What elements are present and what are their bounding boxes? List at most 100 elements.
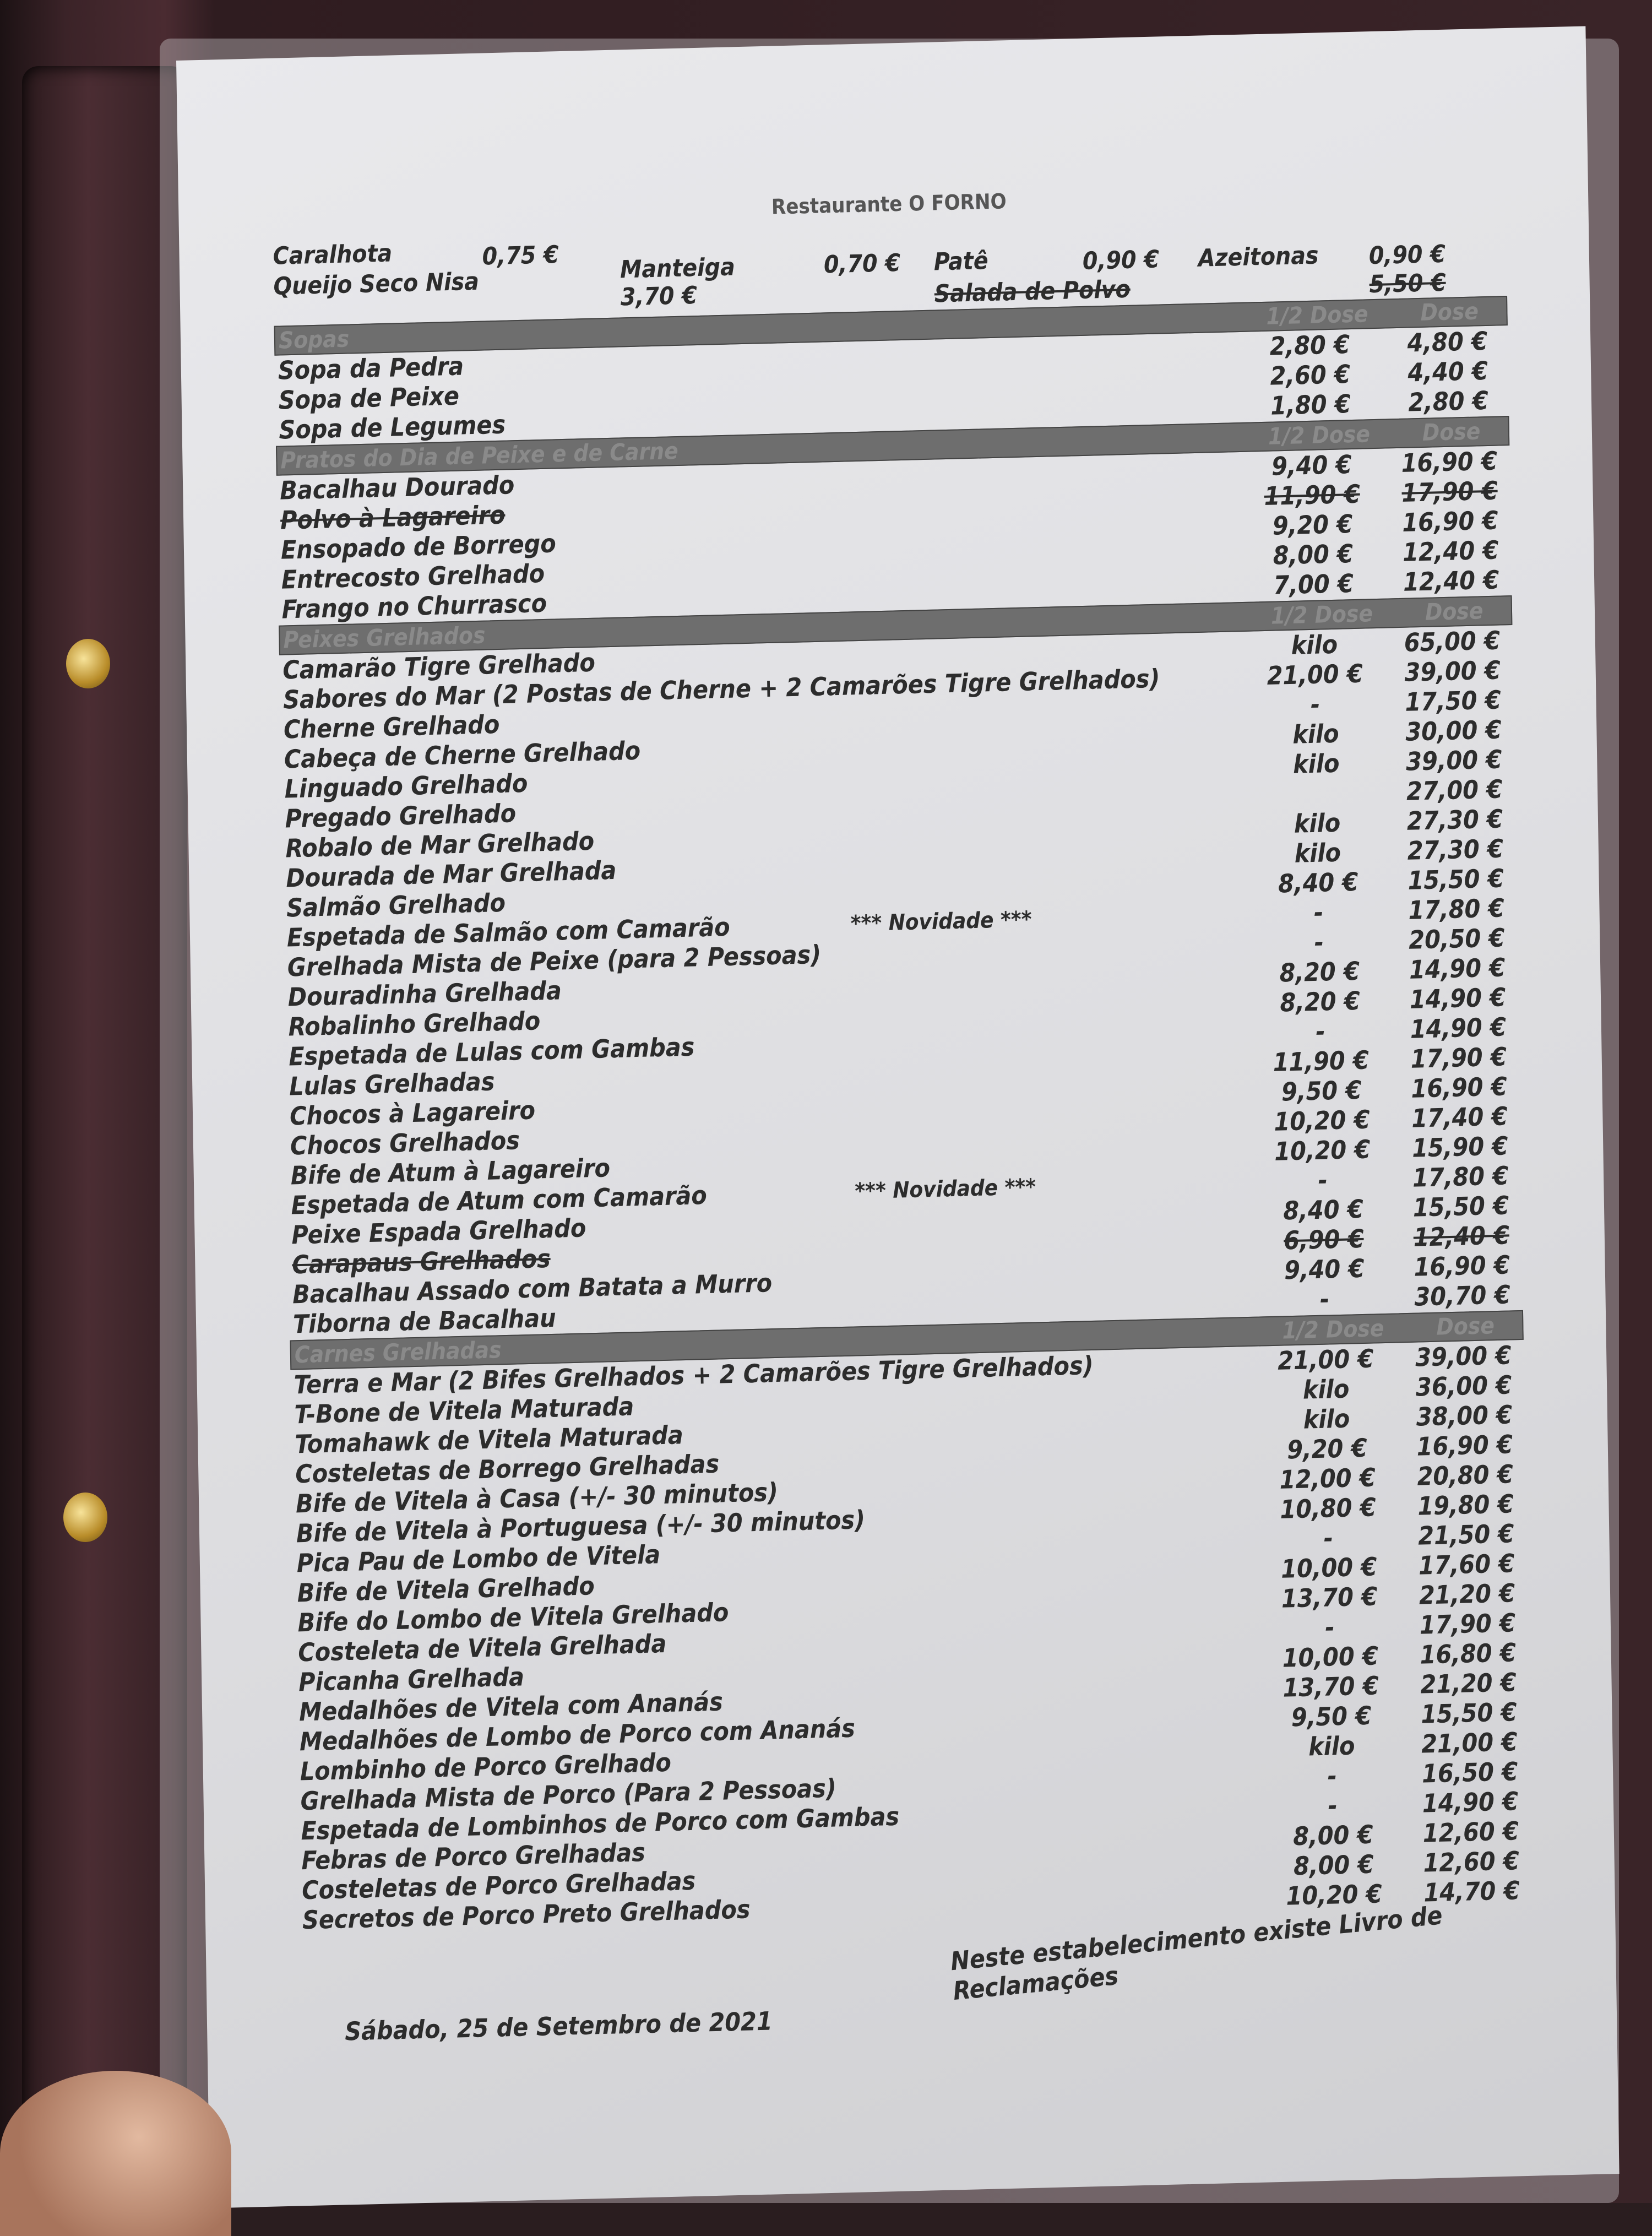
item-name: Picanha Grelhada [298, 1662, 525, 1697]
dose-price: 15,50 € [1408, 863, 1504, 896]
half-dose-header: 1/2 Dose [1266, 300, 1368, 330]
starter-name: Caralhota [273, 239, 393, 270]
item-name: Sopa de Legumes [279, 409, 506, 445]
half-dose-price: kilo [1303, 1403, 1350, 1435]
half-dose-price: kilo [1291, 629, 1338, 660]
dose-price: 12,60 € [1423, 1846, 1520, 1878]
dose-price: 27,00 € [1406, 774, 1503, 806]
dose-price: 16,90 € [1401, 446, 1498, 478]
dose-price: 17,90 € [1419, 1608, 1516, 1640]
dose-price: 16,90 € [1414, 1250, 1510, 1282]
dose-price: 27,30 € [1406, 804, 1503, 836]
starter-name: Queijo Seco Nisa [273, 267, 480, 301]
footer: Sábado, 25 de Setembro de 2021 Neste est… [300, 1900, 1535, 2062]
dose-price: 30,00 € [1405, 714, 1502, 747]
dose-price: 27,30 € [1407, 833, 1504, 866]
half-dose-price: - [1315, 1016, 1325, 1046]
half-dose-price: kilo [1308, 1730, 1355, 1762]
half-dose-price: 21,00 € [1267, 658, 1363, 691]
dose-price: 12,60 € [1422, 1816, 1519, 1848]
starter-price: 0,75 € [482, 241, 559, 271]
half-dose-price: 1,80 € [1270, 389, 1351, 421]
half-dose-price: 9,40 € [1284, 1253, 1365, 1285]
dose-price: 15,90 € [1411, 1131, 1508, 1163]
starter-name: Azeitonas [1198, 241, 1319, 273]
half-dose-header: 1/2 Dose [1268, 420, 1371, 450]
dose-price: 12,40 € [1413, 1220, 1510, 1252]
half-dose-price: - [1310, 689, 1320, 719]
half-dose-price: 2,80 € [1269, 329, 1350, 361]
half-dose-price: 13,70 € [1283, 1670, 1379, 1703]
half-dose-price: 9,20 € [1272, 509, 1353, 541]
dose-header: Dose [1422, 417, 1481, 446]
starter-price: 0,90 € [1082, 245, 1160, 275]
item-name: Lulas Grelhadas [289, 1066, 495, 1101]
dose-price: 16,90 € [1411, 1071, 1508, 1104]
half-dose-price: 2,60 € [1270, 359, 1351, 391]
dose-price: 14,90 € [1409, 982, 1506, 1014]
dose-price: 14,90 € [1409, 952, 1506, 985]
binder-spine [22, 66, 187, 2203]
dose-price: 39,00 € [1404, 655, 1501, 687]
starter-price: 5,50 € [1369, 268, 1447, 299]
half-dose-header: 1/2 Dose [1270, 600, 1373, 629]
half-dose-price: - [1319, 1284, 1330, 1314]
dose-price: 39,00 € [1405, 744, 1502, 777]
dose-header: Dose [1420, 297, 1479, 326]
half-dose-price: 7,00 € [1273, 568, 1354, 600]
starter-price: 0,90 € [1368, 240, 1446, 270]
half-dose-price: - [1318, 1165, 1328, 1195]
dose-price: 36,00 € [1415, 1370, 1512, 1402]
half-dose-price: - [1328, 1790, 1338, 1821]
dose-price: 20,80 € [1417, 1459, 1514, 1491]
half-dose-price: - [1327, 1761, 1338, 1791]
starter-name: Manteiga [620, 253, 736, 284]
dose-price: 21,50 € [1417, 1518, 1514, 1551]
dose-price: 14,90 € [1422, 1786, 1519, 1819]
novelty-note: *** Novidade *** [850, 907, 1032, 937]
menu-sections: Sopas 1/2 Dose Dose Sopa da Pedra 2,80 € 4,80… [274, 296, 1533, 1935]
item-name: Tiborna de Bacalhau [292, 1302, 557, 1339]
section-title: Peixes Grelhados [283, 621, 486, 654]
starter-name: Salada de Polvo [934, 275, 1131, 308]
item-name: Salmão Grelhado [286, 887, 506, 923]
half-dose-price: 10,00 € [1282, 1641, 1379, 1673]
half-dose-price: - [1314, 927, 1324, 957]
half-dose-price: 11,90 € [1273, 1045, 1370, 1077]
half-dose-price: kilo [1302, 1374, 1350, 1405]
half-dose-price: 6,90 € [1283, 1223, 1364, 1256]
half-dose-price: 8,40 € [1278, 866, 1358, 899]
section-title: Sopas [278, 325, 350, 354]
half-dose-price: 8,20 € [1279, 956, 1360, 988]
dose-price: 4,40 € [1408, 355, 1488, 388]
novelty-note: *** Novidade *** [855, 1174, 1036, 1204]
starter-price: 0,70 € [823, 248, 901, 279]
half-dose-price: 9,50 € [1281, 1074, 1362, 1107]
half-dose-price: 9,20 € [1286, 1432, 1367, 1465]
dose-price: 39,00 € [1415, 1340, 1512, 1372]
menu-date: Sábado, 25 de Setembro de 2021 [344, 2006, 773, 2047]
item-name: Sopa da Pedra [278, 351, 464, 386]
dose-header: Dose [1436, 1312, 1495, 1340]
half-dose-price: 10,20 € [1274, 1134, 1371, 1166]
dose-header: Dose [1425, 597, 1483, 626]
dose-price: 17,90 € [1401, 475, 1498, 508]
half-dose-price: kilo [1294, 837, 1341, 869]
half-dose-price: 8,00 € [1293, 1849, 1374, 1881]
half-dose-price: - [1323, 1523, 1334, 1553]
half-dose-price: - [1313, 897, 1324, 927]
dose-price: 14,90 € [1410, 1012, 1507, 1044]
item-name: Frango no Churrasco [281, 588, 547, 625]
dose-price: 16,90 € [1416, 1429, 1513, 1462]
half-dose-price: 8,00 € [1292, 1819, 1373, 1852]
dose-price: 21,20 € [1420, 1667, 1517, 1700]
dose-price: 21,00 € [1421, 1727, 1518, 1759]
half-dose-price: 9,40 € [1271, 449, 1352, 481]
half-dose-price: 8,20 € [1280, 985, 1361, 1018]
dose-price: 2,80 € [1408, 385, 1489, 417]
half-dose-price: 9,50 € [1291, 1700, 1372, 1733]
dose-price: 30,70 € [1414, 1279, 1510, 1312]
dose-price: 19,80 € [1417, 1489, 1514, 1521]
dose-price: 16,80 € [1420, 1637, 1517, 1670]
starter-price: 3,70 € [620, 281, 698, 312]
